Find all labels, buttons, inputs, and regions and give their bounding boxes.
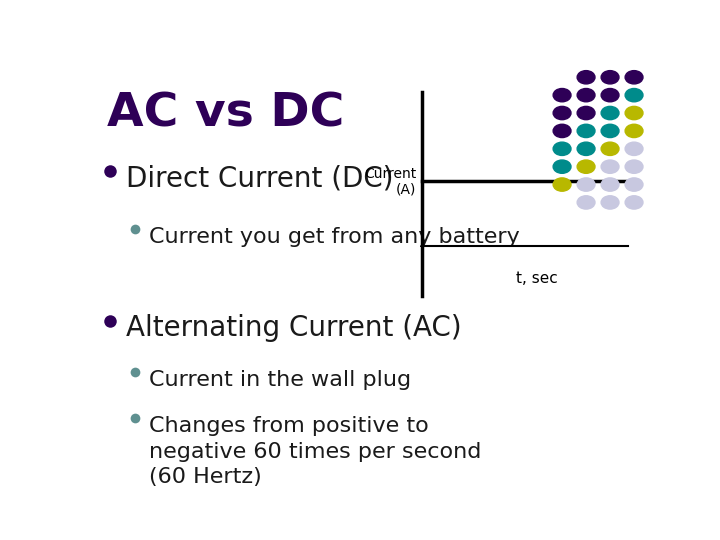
Circle shape [577, 160, 595, 173]
Circle shape [577, 196, 595, 209]
Circle shape [625, 196, 643, 209]
Circle shape [553, 160, 571, 173]
Circle shape [577, 142, 595, 156]
Circle shape [553, 106, 571, 120]
Circle shape [625, 142, 643, 156]
Text: Changes from positive to
negative 60 times per second
(60 Hertz): Changes from positive to negative 60 tim… [148, 416, 481, 488]
Circle shape [601, 196, 619, 209]
Text: Current
(A): Current (A) [364, 167, 416, 197]
Circle shape [553, 142, 571, 156]
Circle shape [577, 89, 595, 102]
Circle shape [625, 160, 643, 173]
Text: Current in the wall plug: Current in the wall plug [148, 370, 410, 390]
Circle shape [625, 178, 643, 191]
Circle shape [601, 142, 619, 156]
Text: Current you get from any battery: Current you get from any battery [148, 227, 519, 247]
Circle shape [625, 106, 643, 120]
Circle shape [601, 160, 619, 173]
Circle shape [577, 124, 595, 138]
Circle shape [601, 71, 619, 84]
Circle shape [625, 124, 643, 138]
Circle shape [577, 178, 595, 191]
Text: Direct Current (DC): Direct Current (DC) [126, 165, 394, 193]
Text: t, sec: t, sec [516, 271, 557, 286]
Text: Alternating Current (AC): Alternating Current (AC) [126, 314, 462, 342]
Circle shape [577, 106, 595, 120]
Circle shape [577, 71, 595, 84]
Circle shape [601, 124, 619, 138]
Circle shape [553, 178, 571, 191]
Text: AC vs DC: AC vs DC [107, 92, 344, 137]
Circle shape [625, 89, 643, 102]
Circle shape [601, 106, 619, 120]
Circle shape [601, 178, 619, 191]
Circle shape [553, 89, 571, 102]
Circle shape [625, 71, 643, 84]
Circle shape [601, 89, 619, 102]
Circle shape [553, 124, 571, 138]
